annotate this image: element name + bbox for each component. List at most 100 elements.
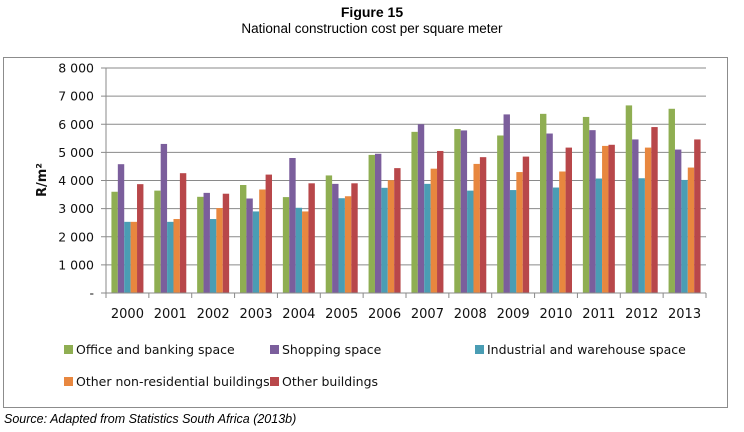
legend-label: Industrial and warehouse space (487, 342, 686, 357)
bar-shopping-space-2008 (460, 130, 468, 293)
bars (111, 105, 701, 293)
legend-item: Industrial and warehouse space (475, 342, 686, 357)
x-tick-label: 2001 (154, 307, 187, 322)
bar-other-buildings-2007 (437, 150, 444, 293)
bar-office-and-banking-space-2002 (197, 196, 204, 293)
x-tick-label: 2011 (582, 307, 615, 322)
y-tick-label: 6 000 (58, 117, 94, 132)
bar-other-buildings-2001 (179, 173, 187, 293)
bar-shopping-space-2013 (674, 149, 682, 293)
bar-office-and-banking-space-2007 (411, 131, 418, 293)
bar-office-and-banking-space-2008 (454, 129, 461, 293)
bar-shopping-space-2011 (589, 130, 596, 293)
bar-shopping-space-2005 (332, 183, 339, 293)
bar-industrial-and-warehouse-space-2013 (681, 179, 688, 293)
bar-industrial-and-warehouse-space-2000 (124, 221, 131, 293)
legend-swatch (270, 345, 279, 354)
bar-office-and-banking-space-2006 (368, 154, 375, 293)
bar-other-non-residential-buildings-2010 (559, 171, 566, 293)
bar-office-and-banking-space-2010 (540, 113, 547, 293)
x-tick-label: 2013 (668, 307, 701, 322)
bar-other-buildings-2008 (479, 157, 487, 293)
legend-swatch (64, 345, 73, 354)
y-tick-label: 7 000 (58, 89, 94, 104)
y-tick-label: 1 000 (58, 257, 94, 272)
bar-other-non-residential-buildings-2002 (216, 208, 223, 293)
bar-office-and-banking-space-2013 (668, 108, 675, 293)
bar-shopping-space-2001 (160, 143, 168, 293)
bar-industrial-and-warehouse-space-2011 (595, 178, 603, 293)
bar-industrial-and-warehouse-space-2004 (295, 207, 303, 293)
y-tick-label: 3 000 (58, 201, 94, 216)
bar-other-non-residential-buildings-2001 (173, 219, 180, 293)
x-axis: 2000 2001 2002 2003 2004 2005 2006 2007 2008 2009… (105, 292, 707, 322)
bar-other-non-residential-buildings-2009 (516, 172, 523, 293)
bar-other-non-residential-buildings-2013 (687, 167, 695, 293)
bar-industrial-and-warehouse-space-2012 (638, 178, 645, 293)
bar-other-buildings-2005 (351, 183, 358, 293)
bar-office-and-banking-space-2000 (111, 191, 118, 293)
bar-other-non-residential-buildings-2007 (430, 168, 438, 293)
bar-office-and-banking-space-2012 (625, 105, 633, 293)
bar-other-non-residential-buildings-2000 (130, 221, 138, 293)
y-tick-label: 2 000 (58, 229, 94, 244)
y-tick-label: - (89, 286, 94, 301)
chart-title: National construction cost per square me… (241, 21, 503, 36)
bar-industrial-and-warehouse-space-2003 (252, 211, 260, 293)
x-tick-label: 2006 (368, 307, 401, 322)
x-tick-label: 2010 (539, 307, 572, 322)
legend-swatch (270, 377, 279, 386)
bar-other-buildings-2010 (565, 147, 572, 293)
bar-other-buildings-2009 (522, 156, 530, 293)
bar-other-buildings-2003 (265, 174, 272, 293)
bar-office-and-banking-space-2003 (240, 185, 247, 293)
x-tick-label: 2004 (282, 307, 315, 322)
legend-label: Office and banking space (76, 342, 235, 357)
gridlines (106, 67, 706, 266)
bar-shopping-space-2002 (203, 192, 210, 293)
bar-other-buildings-2012 (651, 127, 658, 293)
bar-other-non-residential-buildings-2006 (387, 180, 395, 293)
legend-item: Other buildings (270, 374, 378, 389)
chart-frame (3, 57, 728, 408)
bar-industrial-and-warehouse-space-2006 (381, 187, 388, 293)
bar-other-non-residential-buildings-2005 (344, 196, 352, 293)
legend-label: Other buildings (282, 374, 379, 389)
x-tick-label: 2007 (411, 307, 444, 322)
y-axis-ticks: - 1 000 2 000 3 000 4 000 5 000 6 000 7 000 8 00… (58, 61, 107, 301)
legend-item: Other non-residential buildings (64, 374, 270, 389)
bar-other-buildings-2011 (608, 144, 615, 293)
legend-swatch (475, 345, 484, 354)
legend-item: Shopping space (270, 342, 381, 357)
bar-shopping-space-2009 (503, 114, 510, 293)
bar-industrial-and-warehouse-space-2009 (509, 190, 517, 293)
bar-shopping-space-2012 (632, 139, 639, 293)
bar-shopping-space-2007 (417, 124, 425, 293)
bar-other-non-residential-buildings-2003 (259, 189, 266, 293)
x-tick-label: 2009 (497, 307, 530, 322)
bar-shopping-space-2006 (374, 153, 382, 293)
bar-industrial-and-warehouse-space-2005 (338, 198, 345, 293)
bar-office-and-banking-space-2009 (497, 135, 504, 293)
bar-other-buildings-2002 (222, 193, 230, 293)
x-tick-label: 2003 (239, 307, 272, 322)
x-tick-label: 2012 (625, 307, 658, 322)
figure-title: Figure 15 (340, 4, 404, 20)
bar-other-buildings-2013 (694, 139, 701, 293)
bar-other-buildings-2006 (394, 168, 401, 293)
bar-other-non-residential-buildings-2011 (602, 145, 609, 293)
legend-label: Other non-residential buildings (76, 374, 270, 389)
bar-industrial-and-warehouse-space-2002 (209, 219, 217, 293)
bar-shopping-space-2000 (117, 164, 125, 293)
bar-shopping-space-2010 (546, 133, 553, 293)
legend-swatch (64, 377, 73, 386)
x-tick-label: 2008 (454, 307, 487, 322)
bar-industrial-and-warehouse-space-2010 (552, 187, 560, 293)
bar-other-non-residential-buildings-2004 (302, 211, 309, 293)
bar-other-buildings-2004 (308, 183, 315, 293)
y-tick-label: 5 000 (58, 145, 94, 160)
bar-office-and-banking-space-2011 (582, 116, 590, 293)
bar-industrial-and-warehouse-space-2001 (167, 221, 174, 293)
x-tick-label: 2002 (197, 307, 230, 322)
